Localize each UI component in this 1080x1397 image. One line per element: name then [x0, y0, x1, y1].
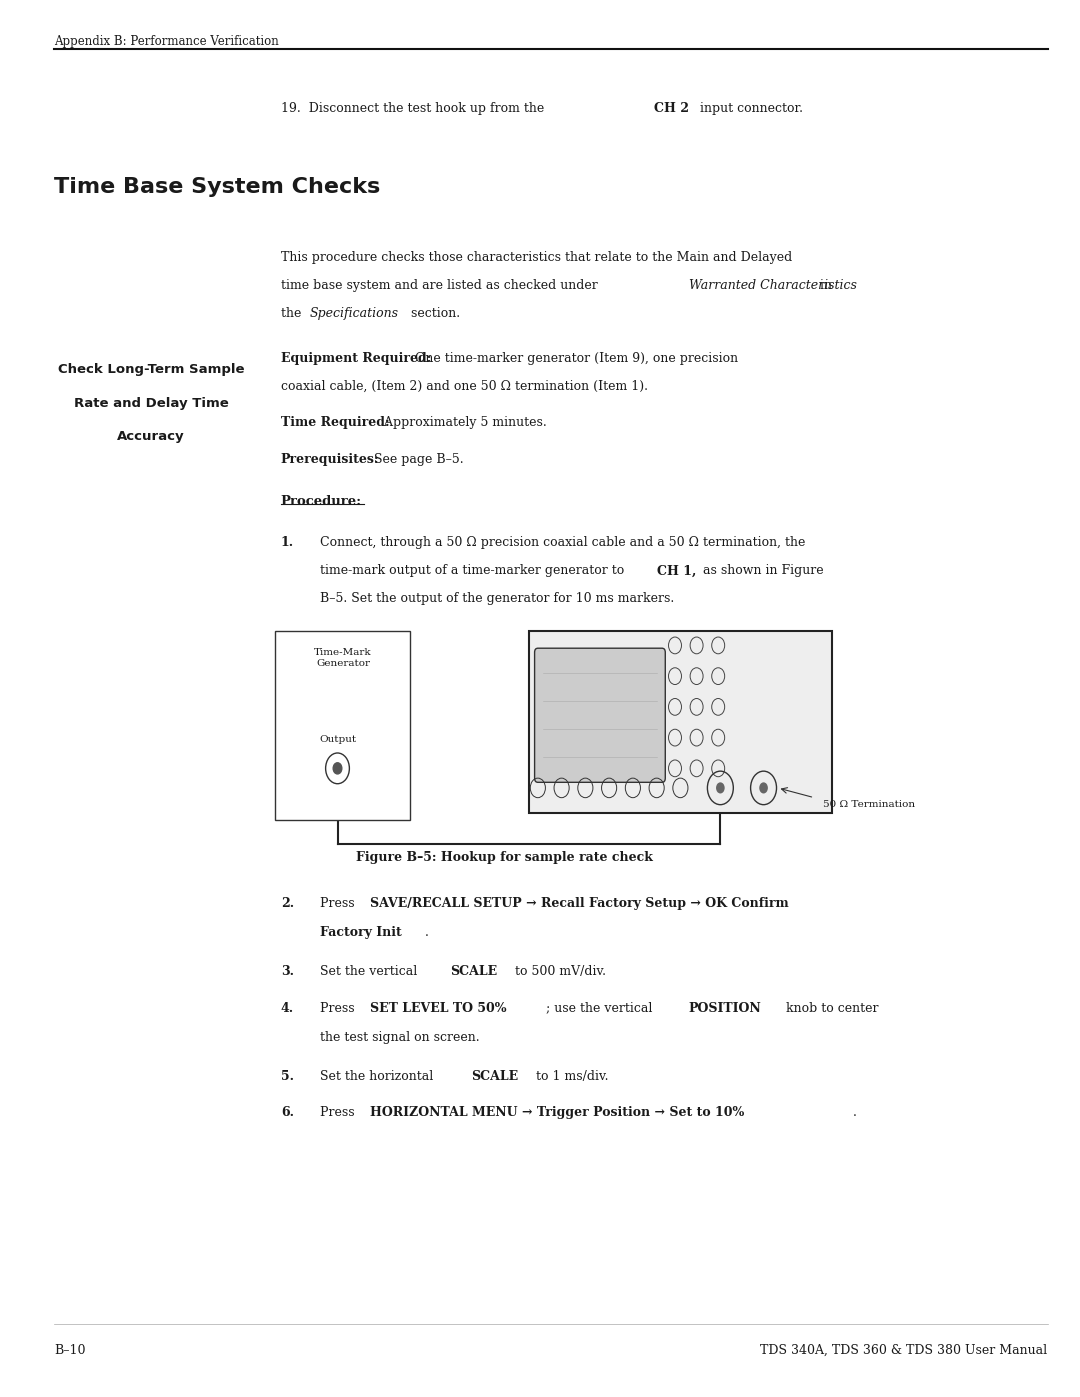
- Text: Procedure:: Procedure:: [281, 495, 362, 507]
- Text: Prerequisites:: Prerequisites:: [281, 453, 379, 465]
- Text: Approximately 5 minutes.: Approximately 5 minutes.: [380, 416, 546, 429]
- Text: SCALE: SCALE: [471, 1070, 518, 1083]
- Text: CH 2: CH 2: [654, 102, 689, 115]
- FancyBboxPatch shape: [535, 648, 665, 782]
- FancyBboxPatch shape: [275, 631, 410, 820]
- Text: Connect, through a 50 Ω precision coaxial cable and a 50 Ω termination, the: Connect, through a 50 Ω precision coaxia…: [320, 536, 805, 549]
- Text: This procedure checks those characteristics that relate to the Main and Delayed: This procedure checks those characterist…: [281, 251, 792, 264]
- Text: Output: Output: [319, 735, 356, 743]
- Text: Time Required:: Time Required:: [281, 416, 390, 429]
- Text: Factory Init: Factory Init: [320, 926, 402, 939]
- Text: TDS 340A, TDS 360 & TDS 380 User Manual: TDS 340A, TDS 360 & TDS 380 User Manual: [760, 1344, 1048, 1356]
- Text: coaxial cable, (Item 2) and one 50 Ω termination (Item 1).: coaxial cable, (Item 2) and one 50 Ω ter…: [281, 380, 648, 393]
- Text: Press: Press: [320, 897, 359, 909]
- Circle shape: [333, 763, 341, 774]
- Text: Set the horizontal: Set the horizontal: [320, 1070, 437, 1083]
- Text: Time Base System Checks: Time Base System Checks: [54, 177, 380, 197]
- Text: 5.: 5.: [281, 1070, 294, 1083]
- Text: SCALE: SCALE: [450, 965, 498, 978]
- Text: B–10: B–10: [54, 1344, 85, 1356]
- Circle shape: [759, 782, 768, 793]
- Text: .: .: [852, 1106, 856, 1119]
- Text: HORIZONTAL MENU → Trigger Position → Set to 10%: HORIZONTAL MENU → Trigger Position → Set…: [369, 1106, 744, 1119]
- Text: Press: Press: [320, 1002, 359, 1014]
- Text: Set the vertical: Set the vertical: [320, 965, 421, 978]
- Text: 1.: 1.: [281, 536, 294, 549]
- Text: input connector.: input connector.: [696, 102, 802, 115]
- Text: the test signal on screen.: the test signal on screen.: [320, 1031, 480, 1044]
- Text: Warranted Characteristics: Warranted Characteristics: [689, 279, 856, 292]
- Text: ; use the vertical: ; use the vertical: [545, 1002, 656, 1014]
- Text: 2.: 2.: [281, 897, 294, 909]
- Text: Check Long-Term Sample: Check Long-Term Sample: [58, 363, 244, 376]
- Text: Time-Mark
Generator: Time-Mark Generator: [314, 648, 372, 668]
- Text: SAVE/RECALL SETUP → Recall Factory Setup → OK Confirm: SAVE/RECALL SETUP → Recall Factory Setup…: [369, 897, 788, 909]
- Text: Figure B–5: Hookup for sample rate check: Figure B–5: Hookup for sample rate check: [356, 851, 653, 863]
- Text: SET LEVEL TO 50%: SET LEVEL TO 50%: [369, 1002, 507, 1014]
- Text: in: in: [816, 279, 833, 292]
- FancyBboxPatch shape: [529, 631, 832, 813]
- Text: 19.  Disconnect the test hook up from the: 19. Disconnect the test hook up from the: [281, 102, 548, 115]
- Text: Appendix B: Performance Verification: Appendix B: Performance Verification: [54, 35, 279, 47]
- Circle shape: [716, 782, 725, 793]
- Text: to 1 ms/div.: to 1 ms/div.: [531, 1070, 608, 1083]
- Text: 50 Ω Termination: 50 Ω Termination: [823, 800, 915, 809]
- Text: to 500 mV/div.: to 500 mV/div.: [511, 965, 606, 978]
- Text: POSITION: POSITION: [688, 1002, 760, 1014]
- Text: knob to center: knob to center: [782, 1002, 878, 1014]
- Text: Press: Press: [320, 1106, 359, 1119]
- Text: 4.: 4.: [281, 1002, 294, 1014]
- Text: 6.: 6.: [281, 1106, 294, 1119]
- Text: See page B–5.: See page B–5.: [370, 453, 464, 465]
- Text: CH 1,: CH 1,: [657, 564, 696, 577]
- Text: .: .: [426, 926, 429, 939]
- Text: 3.: 3.: [281, 965, 294, 978]
- Text: Specifications: Specifications: [310, 307, 399, 320]
- Text: time base system and are listed as checked under: time base system and are listed as check…: [281, 279, 602, 292]
- Text: One time-marker generator (Item 9), one precision: One time-marker generator (Item 9), one …: [411, 352, 739, 365]
- Text: Accuracy: Accuracy: [118, 430, 185, 443]
- Text: as shown in Figure: as shown in Figure: [699, 564, 823, 577]
- Text: B–5. Set the output of the generator for 10 ms markers.: B–5. Set the output of the generator for…: [320, 592, 674, 605]
- Text: Rate and Delay Time: Rate and Delay Time: [73, 397, 229, 409]
- Text: time-mark output of a time-marker generator to: time-mark output of a time-marker genera…: [320, 564, 627, 577]
- Text: section.: section.: [407, 307, 460, 320]
- Text: the: the: [281, 307, 306, 320]
- Text: Equipment Required:: Equipment Required:: [281, 352, 431, 365]
